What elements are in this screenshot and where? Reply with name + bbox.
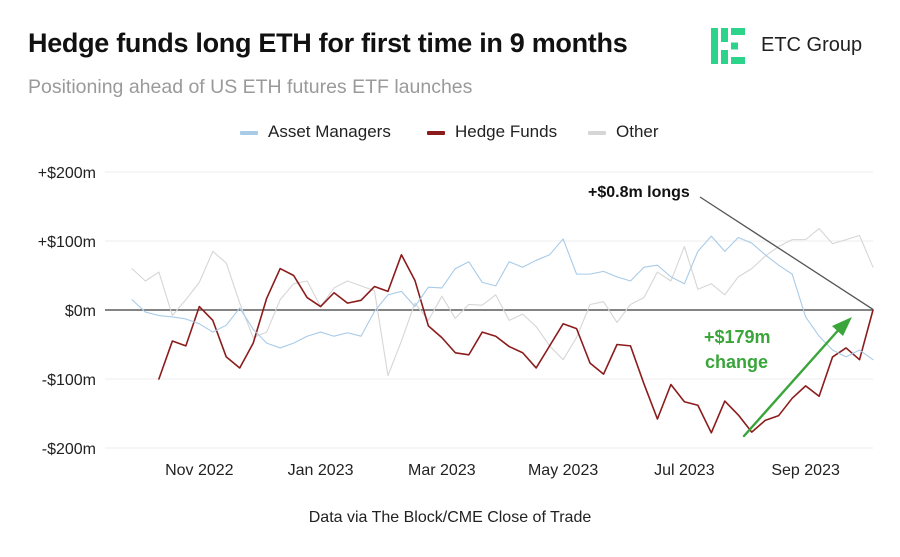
series-line-asset-managers xyxy=(131,235,874,361)
annotation-arrow-shaft xyxy=(742,324,844,438)
annotation-change-label: change xyxy=(705,352,768,372)
annotation-longs: +$0.8m longs xyxy=(588,184,690,201)
y-tick-label: +$100m xyxy=(38,234,96,251)
legend-label-hedge-funds: Hedge Funds xyxy=(455,122,558,141)
etc-group-logo: ETC Group xyxy=(709,26,889,66)
annotation-arrow-head xyxy=(832,317,852,336)
x-tick-label: Jan 2023 xyxy=(288,462,354,479)
legend-swatch-other xyxy=(588,130,606,135)
annotation-pointer-line xyxy=(699,196,874,310)
x-tick-label: May 2023 xyxy=(528,462,598,479)
legend-item-asset-managers: Asset Managers xyxy=(240,122,391,142)
source-note: Data via The Block/CME Close of Trade xyxy=(308,509,592,526)
annotation-change-amount: +$179m xyxy=(704,327,771,347)
chart-subtitle: Positioning ahead of US ETH futures ETF … xyxy=(28,76,473,98)
logo-text: ETC Group xyxy=(761,34,863,56)
logo-bar-right-bottom xyxy=(731,57,745,64)
chart-title: Hedge funds long ETH for first time in 9… xyxy=(28,28,628,58)
y-tick-label: -$100m xyxy=(42,372,96,389)
legend-swatch-hedge-funds xyxy=(427,130,445,135)
x-tick-label: Nov 2022 xyxy=(165,462,234,479)
series-line-hedge-funds xyxy=(158,254,874,434)
x-tick-label: Jul 2023 xyxy=(654,462,715,479)
logo-bar-left xyxy=(711,28,718,64)
chart-legend: Asset Managers Hedge Funds Other xyxy=(0,122,900,142)
x-tick-label: Sep 2023 xyxy=(771,462,840,479)
y-tick-label: $0m xyxy=(65,303,96,320)
legend-item-other: Other xyxy=(588,122,659,142)
y-tick-label: +$200m xyxy=(38,165,96,182)
logo-bar-right-top xyxy=(731,28,745,35)
logo-dot xyxy=(731,42,738,50)
legend-label-other: Other xyxy=(616,122,659,141)
logo-bar-mid-top xyxy=(721,28,728,42)
etc-logo-icon xyxy=(711,28,745,64)
legend-item-hedge-funds: Hedge Funds xyxy=(427,122,557,142)
x-tick-label: Mar 2023 xyxy=(408,462,476,479)
legend-label-asset-managers: Asset Managers xyxy=(268,122,391,141)
y-tick-label: -$200m xyxy=(42,441,96,458)
logo-bar-mid-bottom xyxy=(721,50,728,64)
legend-swatch-asset-managers xyxy=(240,130,258,135)
